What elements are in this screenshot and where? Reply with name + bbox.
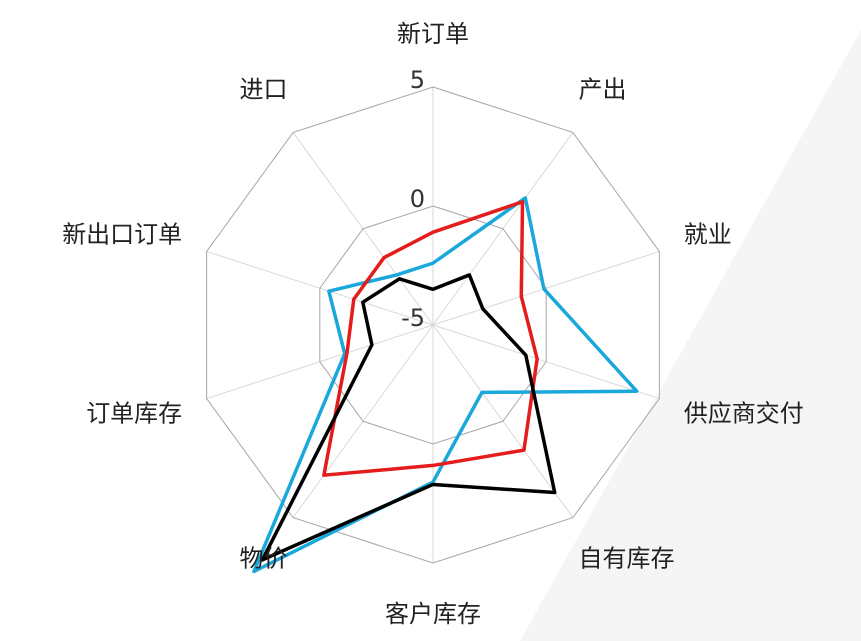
category-label: 产出	[578, 75, 626, 103]
series-line	[252, 196, 639, 574]
category-label: 订单库存	[86, 400, 182, 428]
category-label: 进口	[240, 75, 288, 103]
tick-label: -5	[401, 304, 425, 332]
category-label: 物价	[240, 545, 288, 573]
grid-ring	[206, 86, 660, 564]
tick-label: 0	[410, 185, 425, 213]
category-label: 自有库存	[578, 545, 674, 573]
category-label: 客户库存	[385, 600, 481, 628]
category-label: 就业	[684, 220, 732, 248]
series-line	[322, 200, 539, 477]
category-label: 新订单	[397, 20, 469, 48]
grid-ring	[319, 205, 547, 445]
series-line	[260, 273, 557, 562]
background-shape	[520, 30, 861, 641]
category-label: 新出口订单	[62, 220, 182, 248]
tick-label: 5	[410, 66, 425, 94]
category-label: 供应商交付	[684, 400, 804, 428]
